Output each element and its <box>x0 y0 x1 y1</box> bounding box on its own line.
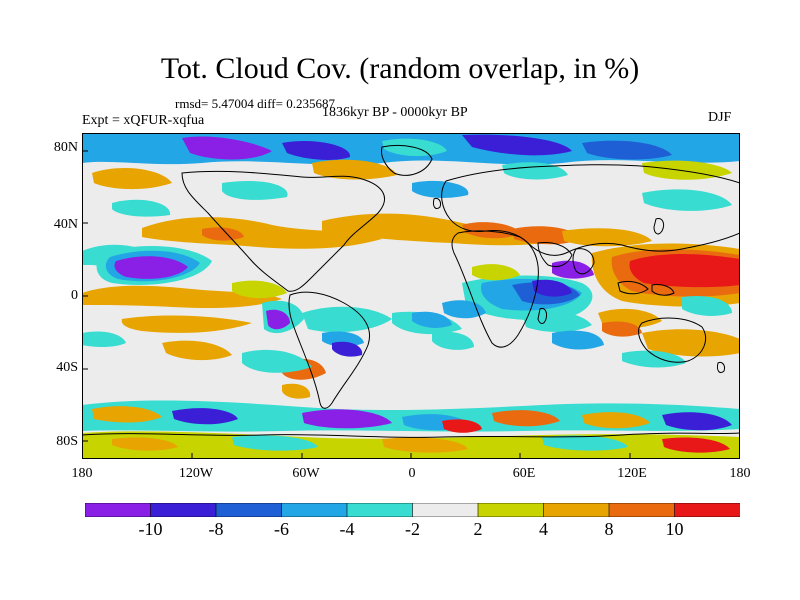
lat-label-80s: 80S <box>56 434 78 449</box>
southern-ocean-features <box>82 400 740 459</box>
colorbar-swatch <box>543 502 610 518</box>
map-panel <box>82 133 740 459</box>
stats-text: rmsd= 5.47004 diff= 0.235687 <box>175 96 335 111</box>
plot-title: Tot. Cloud Cov. (random overlap, in %) <box>160 52 640 85</box>
colorbar-tick-label: -4 <box>339 519 355 539</box>
colorbar-swatch <box>477 502 545 518</box>
lon-label-180-right: 180 <box>729 466 751 481</box>
lat-label-80n: 80N <box>53 140 78 155</box>
western-pacific-positive-anomaly <box>591 243 740 368</box>
colorbar-tick-label: -10 <box>138 519 163 539</box>
lat-label-40s: 40S <box>56 360 78 375</box>
colorbar-swatch <box>412 502 479 518</box>
colorbar-swatch <box>608 502 676 518</box>
map-border <box>82 133 740 459</box>
lon-label-60w: 60W <box>292 466 320 481</box>
colorbar-tick-label: 8 <box>604 519 614 539</box>
colorbar-swatch <box>281 502 348 518</box>
colorbar-tick-label: 10 <box>665 519 684 539</box>
colorbar-swatch <box>84 502 152 518</box>
lon-label-120e: 120E <box>617 466 647 481</box>
lon-label-120w: 120W <box>178 466 214 481</box>
colorbar-tick-label: -8 <box>208 519 224 539</box>
lat-label-40n: 40N <box>53 217 78 232</box>
colorbar-tick-label: -6 <box>274 519 289 539</box>
colorbar-swatch <box>674 502 741 518</box>
lon-label-0: 0 <box>408 466 416 481</box>
colorbar-tick-label: -2 <box>405 519 420 539</box>
arctic-anomaly-band <box>82 133 740 217</box>
coastlines <box>82 145 740 438</box>
colorbar-swatches <box>84 502 741 518</box>
lon-label-60e: 60E <box>512 466 536 481</box>
colorbar-tick-label: 4 <box>539 519 548 539</box>
lon-label-180-left: 180 <box>71 466 93 481</box>
northern-positive-band <box>142 213 652 249</box>
indian-ocean-features <box>442 260 604 350</box>
tropical-pacific-features <box>82 244 287 361</box>
colorbar <box>84 502 741 518</box>
colorbar-swatch <box>150 502 217 518</box>
colorbar-swatch <box>346 502 414 518</box>
cloud-anomaly-map <box>82 133 740 459</box>
colorbar-swatch <box>215 502 283 518</box>
colorbar-tick-label: 2 <box>473 519 483 539</box>
south-america-features <box>242 300 474 399</box>
lat-label-0: 0 <box>71 288 78 303</box>
experiment-label: Expt = xQFUR-xqfua <box>82 113 205 128</box>
period-label: 1836kyr BP - 0000kyr BP <box>322 105 468 120</box>
season-label: DJF <box>708 110 732 125</box>
